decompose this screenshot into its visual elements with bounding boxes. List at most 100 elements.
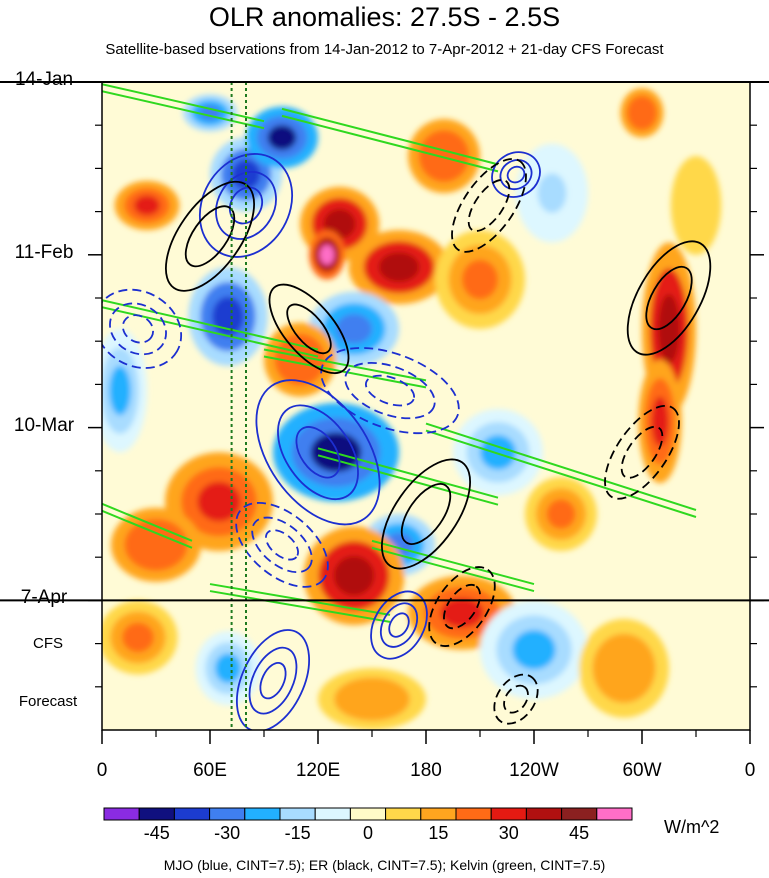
colorbar-swatch (138, 807, 175, 821)
anomaly-blob-core (215, 653, 241, 684)
colorbar-tick-label: 30 (498, 823, 519, 843)
colorbar-tick-label: 0 (362, 823, 374, 843)
er-contour (184, 205, 236, 268)
colorbar-swatch (455, 807, 492, 821)
anomaly-blob-core (350, 686, 394, 712)
x-tick-label: 0 (96, 760, 108, 781)
mjo-contours (102, 151, 541, 730)
anomaly-blob-core (546, 499, 576, 529)
kelvin-contour (102, 90, 265, 130)
mjo-contour (259, 662, 287, 700)
mjo-contour (109, 302, 167, 356)
mjo-contour (248, 646, 298, 715)
kelvin-contour (102, 502, 193, 542)
colorbar-swatch (490, 807, 527, 821)
anomaly-blob-core (134, 195, 160, 216)
x-tick-label: 120E (295, 760, 341, 781)
kelvin-contours (102, 83, 697, 623)
colorbar-swatch (314, 807, 351, 821)
er-contour (626, 240, 712, 356)
kelvin-contour (102, 299, 319, 351)
colorbar-swatch (279, 807, 316, 821)
mjo-contour (379, 602, 419, 648)
er-contour (467, 178, 511, 232)
kelvin-contour (317, 447, 499, 499)
x-tick-label: 60W (622, 760, 662, 781)
colorbar-swatch (420, 807, 457, 821)
anomaly-blob-core (319, 244, 335, 265)
anomaly-blob-core (462, 259, 498, 300)
colorbar-swatch (561, 807, 598, 821)
x-tick-label: 120W (509, 760, 559, 781)
mjo-contour (121, 314, 155, 344)
mjo-contour (499, 159, 533, 191)
anomaly-blob-core (197, 481, 241, 522)
er-contour (443, 583, 481, 630)
y-tick-label: 11-Feb (14, 241, 74, 263)
er-contour (400, 483, 452, 545)
forecast-label-line1: CFS (33, 635, 63, 652)
colorbar-tick-label: 15 (428, 823, 449, 843)
anomaly-blob-core (633, 102, 651, 123)
kelvin-contour (371, 546, 535, 593)
er-contour (451, 158, 527, 253)
mjo-contour (277, 404, 359, 501)
colorbar-tick-label: -15 (284, 823, 311, 843)
kelvin-contour (102, 509, 193, 549)
er-contour (493, 673, 539, 725)
y-tick-label: 10-Mar (13, 414, 75, 436)
er-contour (268, 283, 350, 375)
kelvin-contour (371, 539, 535, 586)
anomaly-blob-core (440, 597, 484, 628)
plot-frame (101, 81, 751, 731)
colorbar-swatch (173, 807, 211, 821)
anomaly-blob-core (122, 622, 154, 653)
colorbar-swatch (349, 807, 387, 821)
colorbar-tick-label: 45 (569, 823, 590, 843)
er-contour (604, 404, 680, 500)
er-contour (620, 425, 664, 479)
colorbar-tick-label: -30 (214, 823, 241, 843)
anomaly-field (102, 88, 722, 730)
contour-legend: MJO (blue, CINT=7.5); ER (black, CINT=7.… (163, 857, 606, 873)
anomaly-blob-core (336, 314, 372, 344)
anomaly-blob-core (512, 630, 556, 670)
anomaly-blob-core (212, 296, 244, 337)
y-tick-label: 14-Jan (14, 69, 74, 90)
anomaly-blob-core (606, 648, 642, 689)
kelvin-contour (263, 348, 427, 382)
kelvin-contour (281, 107, 499, 166)
colorbar-swatch (525, 807, 563, 821)
anomaly-blob-core (285, 344, 315, 375)
er-contour (381, 458, 471, 570)
anomaly-blob-core (333, 555, 375, 596)
kelvin-contour (102, 83, 265, 123)
colorbar-swatch (103, 807, 140, 821)
mjo-contour (228, 186, 264, 225)
mjo-phase-lines (230, 82, 247, 730)
chart-subtitle: Satellite-based bservations from 14-Jan-… (105, 41, 664, 58)
y-tick-label: 7-Apr (20, 587, 68, 609)
kelvin-contour (281, 114, 499, 173)
anomaly-blob-core (651, 396, 669, 447)
mjo-contour (255, 379, 381, 526)
colorbar (103, 807, 633, 821)
mjo-contour (365, 374, 415, 407)
colorbar-swatch (385, 807, 422, 821)
anomaly-blob-core (267, 125, 297, 150)
mjo-contour (102, 288, 183, 369)
anomaly-blob-core (685, 185, 707, 226)
mjo-contour (235, 501, 329, 588)
kelvin-contour (425, 429, 697, 518)
mjo-contour (388, 612, 410, 638)
anomaly-blob-core (109, 365, 131, 416)
er-contour (286, 303, 332, 355)
colorbar-swatch (244, 807, 281, 821)
anomaly-blob-core (378, 252, 420, 282)
mjo-contour (295, 426, 341, 479)
anomaly-blob-core (658, 294, 680, 364)
forecast-label-line2: Forecast (18, 693, 78, 710)
mjo-contour (506, 165, 526, 184)
anomaly-blob-core (480, 435, 516, 470)
